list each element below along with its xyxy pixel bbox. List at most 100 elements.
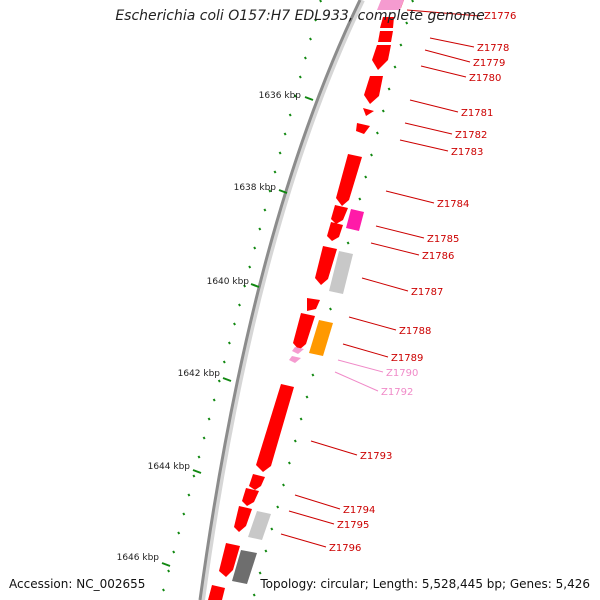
leader-line [294,494,341,510]
gene-label[interactable]: Z1778 [477,43,509,54]
tick-dot [293,94,297,98]
tick-dot [177,531,181,535]
tick-dot [299,417,303,421]
kbp-label: 1644 kbp [148,462,191,472]
gene-arrow [364,76,383,104]
tick-dot [192,474,196,478]
gene-box [309,320,333,356]
gene-arrow [242,488,259,506]
kbp-scale: 1636 kbp 1638 kbp 1640 kbp 1642 kbp 1644… [117,91,314,567]
gene-label[interactable]: Z1785 [427,234,459,245]
tick-dot [282,483,285,487]
tick-dot [238,303,241,307]
gene-label[interactable]: Z1794 [343,505,375,516]
gene-arrow [292,347,304,354]
gene-box [232,550,257,584]
gene-features-outer [232,0,404,584]
gene-arrow [378,31,393,42]
genome-backbone [198,0,362,600]
tick-dot [207,417,211,421]
leader-line [334,371,379,392]
gene-label[interactable]: Z1796 [329,543,361,554]
gene-label[interactable]: Z1783 [451,147,483,158]
leader-line [404,122,453,135]
tick-dot [212,398,216,402]
gene-arrow [208,585,225,600]
gene-label[interactable]: Z1795 [337,520,369,531]
tick-dot [314,18,317,22]
tick-dot [268,189,272,193]
gene-labels: Z1776 Z1778 Z1779 Z1780 Z1781 Z1782 Z178… [329,11,516,554]
leader-line [370,242,420,256]
leader-line [429,37,475,48]
gene-label[interactable]: Z1782 [455,130,487,141]
tick-dot [233,322,236,326]
gene-label[interactable]: Z1792 [381,387,413,398]
gene-box [346,209,364,231]
tick-dot [358,197,362,201]
leader-line [399,139,449,152]
kbp-tick [304,96,314,101]
tick-dot [197,455,201,459]
gene-arrow [327,222,343,241]
tick-dot [298,75,302,79]
leader-line [409,99,459,113]
tick-dot [187,493,191,497]
gene-arrow [331,205,348,224]
gene-label[interactable]: Z1779 [473,58,505,69]
tick-dot [270,527,274,531]
tick-dot [264,549,268,553]
gene-label[interactable]: Z1776 [484,11,516,22]
tick-dot [364,175,368,179]
kbp-label: 1638 kbp [234,183,277,193]
gene-arrow [372,45,391,70]
gene-label[interactable]: Z1789 [391,353,423,364]
leader-line [406,9,481,17]
tick-dot [202,436,206,440]
kbp-label: 1646 kbp [117,553,160,563]
kbp-tick [278,189,288,194]
gene-arrow [234,506,252,532]
kbp-tick [161,562,171,567]
tick-dot [278,151,282,155]
gene-label[interactable]: Z1790 [386,368,418,379]
gene-arrow [219,543,240,577]
gene-box [248,511,271,540]
leader-line [348,316,397,331]
gene-label[interactable]: Z1788 [399,326,431,337]
tick-dot [293,439,297,443]
tick-dot [263,208,267,212]
kbp-label: 1642 kbp [178,369,221,379]
tick-dot [162,588,165,592]
leader-line [424,49,471,63]
gene-label[interactable]: Z1786 [422,251,454,262]
gene-label[interactable]: Z1780 [469,73,501,84]
gene-box [377,0,404,10]
gene-arrow [307,298,320,311]
tick-dot [387,87,391,91]
kbp-label: 1636 kbp [259,91,302,101]
tick-dot [243,284,247,288]
gene-label[interactable]: Z1793 [360,451,392,462]
tick-dot [375,131,379,135]
gene-arrow [289,356,301,363]
leader-line [337,359,384,373]
tick-dot [217,379,221,383]
tick-dot [167,569,171,573]
gene-label[interactable]: Z1781 [461,108,493,119]
genome-backbone-shadow [199,0,365,600]
tick-dot [288,113,292,117]
gene-label[interactable]: Z1784 [437,199,469,210]
gene-label[interactable]: Z1787 [411,287,443,298]
tick-dot [305,395,309,399]
tick-dot [172,550,176,554]
leader-line [420,65,467,78]
tick-dot [253,246,257,250]
tick-dot [287,461,291,465]
leader-line [385,190,435,204]
tick-dot [276,505,280,509]
label-leader-lines [280,9,481,548]
tick-dot [248,265,252,269]
